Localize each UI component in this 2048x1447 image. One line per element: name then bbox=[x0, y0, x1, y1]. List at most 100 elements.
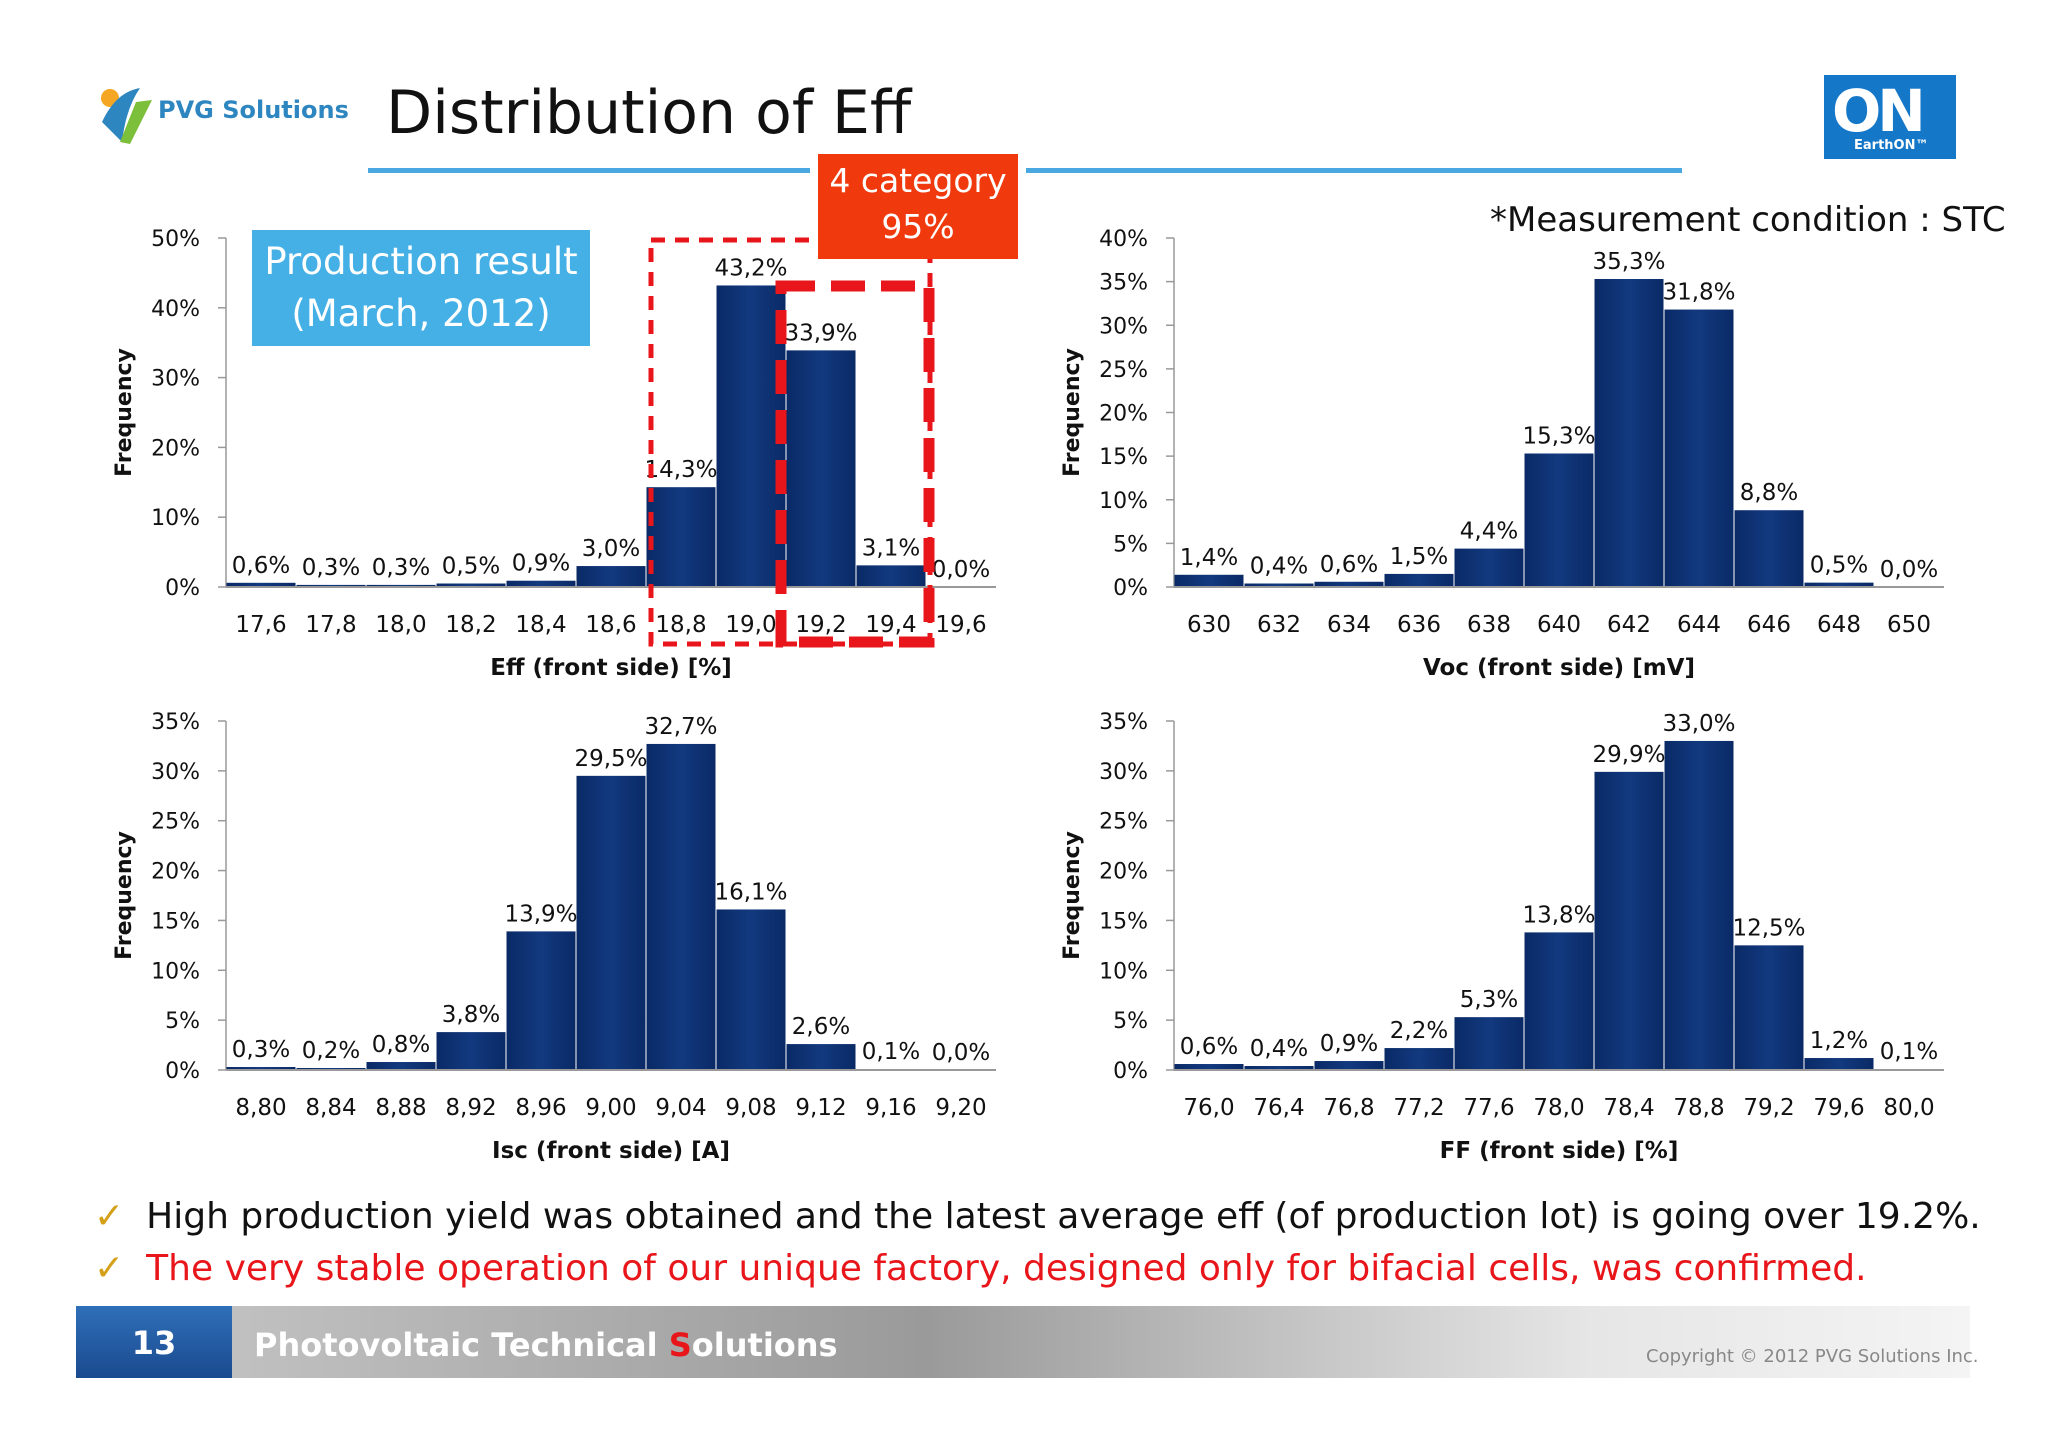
isc-data-label: 0,3% bbox=[232, 1037, 290, 1063]
voc-y-tick-label: 35% bbox=[1099, 271, 1148, 296]
ff-y-tick-label: 5% bbox=[1113, 1009, 1148, 1034]
isc-x-tick-label: 9,12 bbox=[795, 1095, 846, 1121]
voc-data-label: 35,3% bbox=[1592, 249, 1665, 275]
page-title: Distribution of Eff bbox=[386, 78, 912, 148]
ff-data-label: 0,4% bbox=[1250, 1036, 1308, 1062]
voc-y-tick-label: 10% bbox=[1099, 489, 1148, 514]
voc-data-label: 0,5% bbox=[1810, 553, 1868, 579]
isc-x-tick-label: 9,04 bbox=[655, 1095, 706, 1121]
isc-y-tick-label: 30% bbox=[151, 760, 200, 785]
voc-data-label: 0,6% bbox=[1320, 552, 1378, 578]
eff-y-tick-label: 0% bbox=[165, 576, 200, 601]
voc-y-tick-label: 25% bbox=[1099, 358, 1148, 383]
voc-bar bbox=[1664, 309, 1734, 587]
ff-x-tick-label: 76,8 bbox=[1323, 1095, 1374, 1121]
isc-y-axis-label: Frequency bbox=[112, 831, 137, 960]
isc-y-tick-label: 5% bbox=[165, 1009, 200, 1034]
eff-x-tick-label: 19,4 bbox=[865, 612, 916, 638]
footer-bar bbox=[76, 1306, 1970, 1378]
isc-x-tick-label: 8,88 bbox=[375, 1095, 426, 1121]
isc-data-label: 0,8% bbox=[372, 1032, 430, 1058]
ff-data-label: 5,3% bbox=[1460, 987, 1518, 1013]
ff-x-tick-label: 78,8 bbox=[1673, 1095, 1724, 1121]
eff-data-label: 0,0% bbox=[932, 557, 990, 583]
eff-x-tick-label: 18,2 bbox=[445, 612, 496, 638]
eff-data-label: 43,2% bbox=[714, 255, 787, 281]
voc-data-label: 8,8% bbox=[1740, 480, 1798, 506]
ff-data-label: 0,6% bbox=[1180, 1034, 1238, 1060]
ff-bar bbox=[1314, 1061, 1384, 1070]
voc-bar bbox=[1244, 583, 1314, 587]
voc-bar bbox=[1454, 548, 1524, 587]
isc-data-label: 16,1% bbox=[714, 879, 787, 905]
voc-bar bbox=[1804, 582, 1874, 587]
ff-x-tick-label: 80,0 bbox=[1883, 1095, 1934, 1121]
footer-title: Photovoltaic Technical Solutions bbox=[254, 1326, 838, 1364]
isc-data-label: 32,7% bbox=[644, 714, 717, 740]
isc-bar bbox=[646, 743, 716, 1070]
eff-x-tick-label: 19,6 bbox=[935, 612, 986, 638]
voc-data-label: 0,4% bbox=[1250, 554, 1308, 580]
isc-bar bbox=[786, 1044, 856, 1070]
voc-x-tick-label: 640 bbox=[1537, 612, 1581, 638]
ff-data-label: 13,8% bbox=[1522, 902, 1595, 928]
eff-data-label: 3,0% bbox=[582, 536, 640, 562]
ff-x-tick-label: 79,6 bbox=[1813, 1095, 1864, 1121]
isc-y-tick-label: 10% bbox=[151, 959, 200, 984]
voc-x-tick-label: 648 bbox=[1817, 612, 1861, 638]
ff-y-tick-label: 25% bbox=[1099, 810, 1148, 835]
category-line1: 4 category bbox=[829, 161, 1007, 200]
eff-x-axis-label: Eff (front side) [%] bbox=[490, 655, 732, 681]
earthon-logo-letters: ON bbox=[1832, 77, 1926, 145]
eff-bar bbox=[646, 487, 716, 587]
isc-bar bbox=[576, 775, 646, 1070]
isc-x-tick-label: 8,92 bbox=[445, 1095, 496, 1121]
footer-title-prefix: Photovoltaic Technical bbox=[254, 1326, 669, 1364]
ff-data-label: 0,9% bbox=[1320, 1031, 1378, 1057]
ff-bar bbox=[1804, 1058, 1874, 1070]
isc-bar bbox=[716, 909, 786, 1070]
ff-bar bbox=[1664, 740, 1734, 1070]
pvg-logo-icon bbox=[101, 88, 152, 144]
voc-bar bbox=[1384, 573, 1454, 587]
isc-bar bbox=[506, 931, 576, 1070]
ff-data-label: 33,0% bbox=[1662, 711, 1735, 737]
ff-x-tick-label: 76,0 bbox=[1183, 1095, 1234, 1121]
footer-title-s: S bbox=[668, 1326, 692, 1364]
check-icon: ✓ bbox=[94, 1248, 125, 1289]
bullet-text: The very stable operation of our unique … bbox=[146, 1248, 1867, 1289]
eff-x-tick-label: 17,8 bbox=[305, 612, 356, 638]
voc-x-tick-label: 632 bbox=[1257, 612, 1301, 638]
eff-bar bbox=[856, 565, 926, 587]
copyright: Copyright © 2012 PVG Solutions Inc. bbox=[1646, 1346, 1979, 1367]
isc-x-tick-label: 9,20 bbox=[935, 1095, 986, 1121]
ff-x-tick-label: 76,4 bbox=[1253, 1095, 1304, 1121]
measurement-note: *Measurement condition : STC bbox=[1490, 200, 2006, 240]
ff-bar bbox=[1524, 932, 1594, 1070]
voc-bar bbox=[1174, 574, 1244, 587]
eff-y-tick-label: 40% bbox=[151, 297, 200, 322]
isc-data-label: 3,8% bbox=[442, 1002, 500, 1028]
ff-x-tick-label: 77,6 bbox=[1463, 1095, 1514, 1121]
eff-bar bbox=[226, 582, 296, 587]
ff-x-tick-label: 78,4 bbox=[1603, 1095, 1654, 1121]
voc-x-axis-label: Voc (front side) [mV] bbox=[1423, 655, 1695, 681]
eff-bar bbox=[366, 584, 436, 587]
eff-x-tick-label: 18,6 bbox=[585, 612, 636, 638]
isc-data-label: 0,2% bbox=[302, 1038, 360, 1064]
pvg-logo bbox=[96, 82, 346, 154]
eff-data-label: 3,1% bbox=[862, 535, 920, 561]
eff-x-tick-label: 18,8 bbox=[655, 612, 706, 638]
isc-data-label: 13,9% bbox=[504, 901, 577, 927]
eff-bar bbox=[576, 566, 646, 587]
bullet-text: High production yield was obtained and t… bbox=[146, 1196, 1981, 1237]
footer-title-suffix: olutions bbox=[691, 1326, 838, 1364]
isc-x-tick-label: 9,08 bbox=[725, 1095, 776, 1121]
isc-data-label: 0,1% bbox=[862, 1039, 920, 1065]
ff-x-tick-label: 78,0 bbox=[1533, 1095, 1584, 1121]
voc-x-tick-label: 642 bbox=[1607, 612, 1651, 638]
category-line2: 95% bbox=[881, 207, 955, 246]
voc-bar bbox=[1524, 453, 1594, 587]
ff-x-tick-label: 77,2 bbox=[1393, 1095, 1444, 1121]
isc-y-tick-label: 15% bbox=[151, 909, 200, 934]
